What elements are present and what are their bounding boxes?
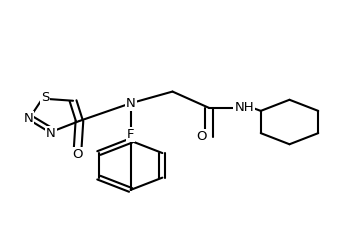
Text: O: O (196, 130, 207, 143)
Text: N: N (126, 97, 136, 110)
Text: NH: NH (234, 101, 254, 114)
Text: N: N (46, 127, 56, 140)
Text: O: O (73, 148, 83, 161)
Text: N: N (23, 112, 33, 125)
Text: F: F (127, 128, 134, 141)
Text: S: S (41, 91, 49, 104)
